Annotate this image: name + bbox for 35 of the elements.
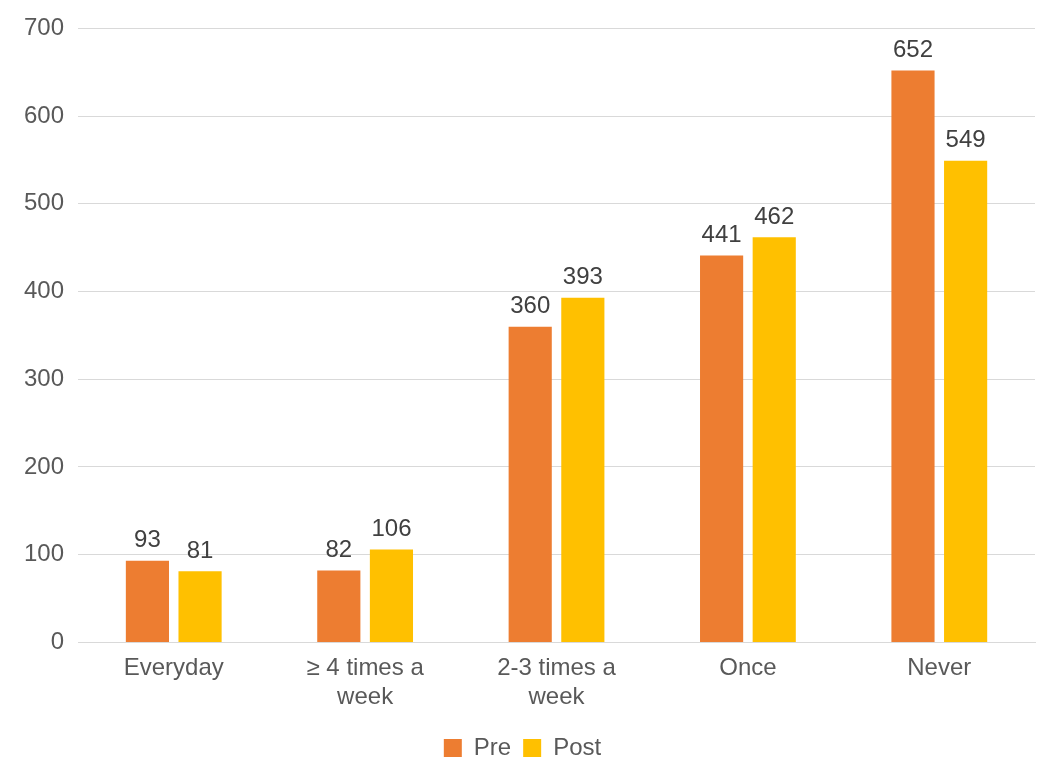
data-label: 549	[945, 125, 986, 153]
data-label: 360	[510, 291, 551, 319]
x-tick-label: Once	[719, 653, 777, 681]
y-tick-label: 0	[50, 627, 65, 655]
bar	[125, 560, 169, 642]
y-tick-label: 100	[24, 539, 65, 567]
y-tick-label: 700	[24, 13, 65, 41]
x-tick-label: ≥ 4 times a week	[306, 653, 425, 710]
bar	[944, 160, 988, 642]
legend-label: Post	[553, 732, 602, 760]
y-tick-label: 600	[24, 100, 65, 128]
x-tick-label: 2-3 times a week	[497, 653, 617, 710]
legend-label: Pre	[473, 732, 512, 760]
x-tick-label: Never	[907, 653, 972, 681]
y-tick-label: 300	[24, 363, 65, 391]
data-label: 441	[701, 220, 742, 248]
data-label: 106	[371, 514, 412, 542]
bar	[369, 549, 414, 642]
y-tick-label: 400	[24, 276, 65, 304]
data-label: 462	[754, 201, 795, 229]
bar	[752, 237, 796, 642]
bar	[178, 571, 222, 642]
x-tick-label: Everyday	[123, 653, 224, 681]
y-tick-label: 500	[24, 188, 65, 216]
data-label: 82	[325, 535, 353, 563]
bar	[891, 70, 935, 642]
data-label: 81	[186, 535, 214, 563]
data-label: 652	[892, 35, 934, 63]
bar	[561, 297, 605, 642]
bar	[508, 326, 552, 642]
data-label: 93	[134, 525, 161, 553]
bar	[317, 570, 361, 642]
y-tick-label: 200	[24, 451, 65, 479]
bar	[700, 255, 744, 642]
data-label: 393	[562, 262, 603, 290]
